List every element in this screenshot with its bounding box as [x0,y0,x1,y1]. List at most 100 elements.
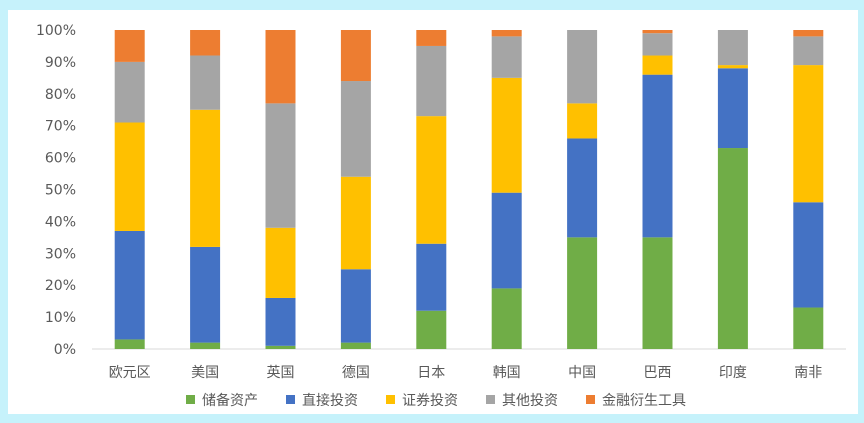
y-tick-label: 80% [45,87,76,103]
legend-swatch [286,395,295,404]
y-tick-label: 100% [36,23,76,39]
legend-swatch [586,395,595,404]
bar-stack [340,30,371,349]
bar-segment [340,176,371,270]
bar-segment [340,81,371,177]
bar-segment [416,45,447,117]
legend-item: 证券投资 [386,393,458,409]
bar-segment [793,36,824,66]
legend-label: 储备资产 [202,392,258,409]
x-tick-label: 英国 [267,364,295,381]
bar-segment [416,243,447,311]
bar-segment [114,61,145,123]
bar-segment [717,65,748,69]
stacked-bar-chart: 0% 10% 20% 30% 40% 50% 60% 70% 80% 90% 100% 欧元区 美国 英… [36,23,846,409]
bar-segment [567,138,598,238]
bar-segment [567,103,598,139]
bar-segment [190,342,221,349]
x-tick-label: 德国 [342,365,370,381]
bar-segment [717,68,748,149]
y-axis: 0% 10% 20% 30% 40% 50% 60% 70% 80% 90% 100% [36,23,76,358]
x-tick-label: 美国 [191,365,219,381]
bar-stack [114,30,145,349]
bar-segment [717,148,748,349]
bar-segment [793,30,824,37]
legend-item: 储备资产 [186,392,258,409]
bar-stack [717,30,748,349]
y-tick-label: 20% [45,278,76,294]
bar-segment [114,230,145,340]
bar-stack [642,30,673,349]
bar-segment [190,246,221,343]
y-tick-label: 50% [45,183,76,199]
legend-swatch [186,395,195,404]
legend-item: 直接投资 [286,392,358,409]
bar-segment [114,339,145,349]
bar-segment [491,77,522,193]
y-tick-label: 10% [45,310,76,326]
bar-segment [491,30,522,37]
bar-stack [491,30,522,349]
y-tick-label: 70% [45,119,76,135]
bar-segment [491,36,522,78]
bar-segment [340,30,371,82]
bar-segment [340,342,371,349]
bar-segment [265,227,296,298]
bar-segment [642,33,673,56]
bar-segment [567,30,598,104]
legend: 储备资产 直接投资 证券投资 其他投资 金融衍生工具 [186,392,686,409]
x-tick-label: 韩国 [493,365,521,381]
bar-segment [114,122,145,231]
legend-item: 金融衍生工具 [586,393,686,409]
legend-label: 其他投资 [502,393,558,409]
bar-segment [642,237,673,349]
bar-segment [642,30,673,34]
bar-stack [567,30,598,349]
bar-segment [642,55,673,75]
bar-segment [491,192,522,289]
bar-segment [190,55,221,110]
legend-item: 其他投资 [486,393,558,409]
x-tick-label: 印度 [719,365,747,381]
x-tick-label: 欧元区 [109,365,151,381]
legend-swatch [386,395,395,404]
bar-segment [642,74,673,238]
bar-segment [793,202,824,308]
bar-stack [265,30,296,349]
bar-segment [416,30,447,46]
bar-stack [416,30,447,349]
bar-segment [340,269,371,343]
bar-stack [190,30,221,349]
y-tick-label: 30% [45,246,76,262]
bar-segment [190,30,221,56]
bar-segment [416,116,447,244]
bar-segment [567,237,598,349]
y-tick-label: 90% [45,55,76,71]
bar-segment [265,345,296,349]
chart-panel: 0% 10% 20% 30% 40% 50% 60% 70% 80% 90% 100% 欧元区 美国 英… [8,10,858,414]
x-tick-label: 日本 [417,365,445,381]
x-tick-label: 巴西 [644,365,672,381]
bar-segment [416,310,447,349]
bar-stack [793,30,824,349]
bar-segment [265,30,296,104]
x-tick-label: 南非 [794,365,822,381]
x-axis: 欧元区 美国 英国 德国 日本 韩国 中国 巴西 印度 南非 [109,364,823,381]
legend-label: 直接投资 [302,392,358,409]
bar-segment [265,297,296,346]
bar-segment [717,30,748,66]
bar-segment [114,30,145,62]
bar-segment [190,109,221,247]
legend-swatch [486,395,495,404]
bar-segment [491,288,522,349]
legend-label: 证券投资 [402,393,458,409]
legend-label: 金融衍生工具 [602,393,686,409]
y-tick-label: 0% [54,342,76,358]
bar-segment [793,65,824,203]
x-tick-label: 中国 [568,365,596,381]
bar-segment [793,307,824,349]
bar-segment [265,103,296,228]
y-tick-label: 60% [45,151,76,167]
y-tick-label: 40% [45,214,76,230]
bars [114,30,824,349]
